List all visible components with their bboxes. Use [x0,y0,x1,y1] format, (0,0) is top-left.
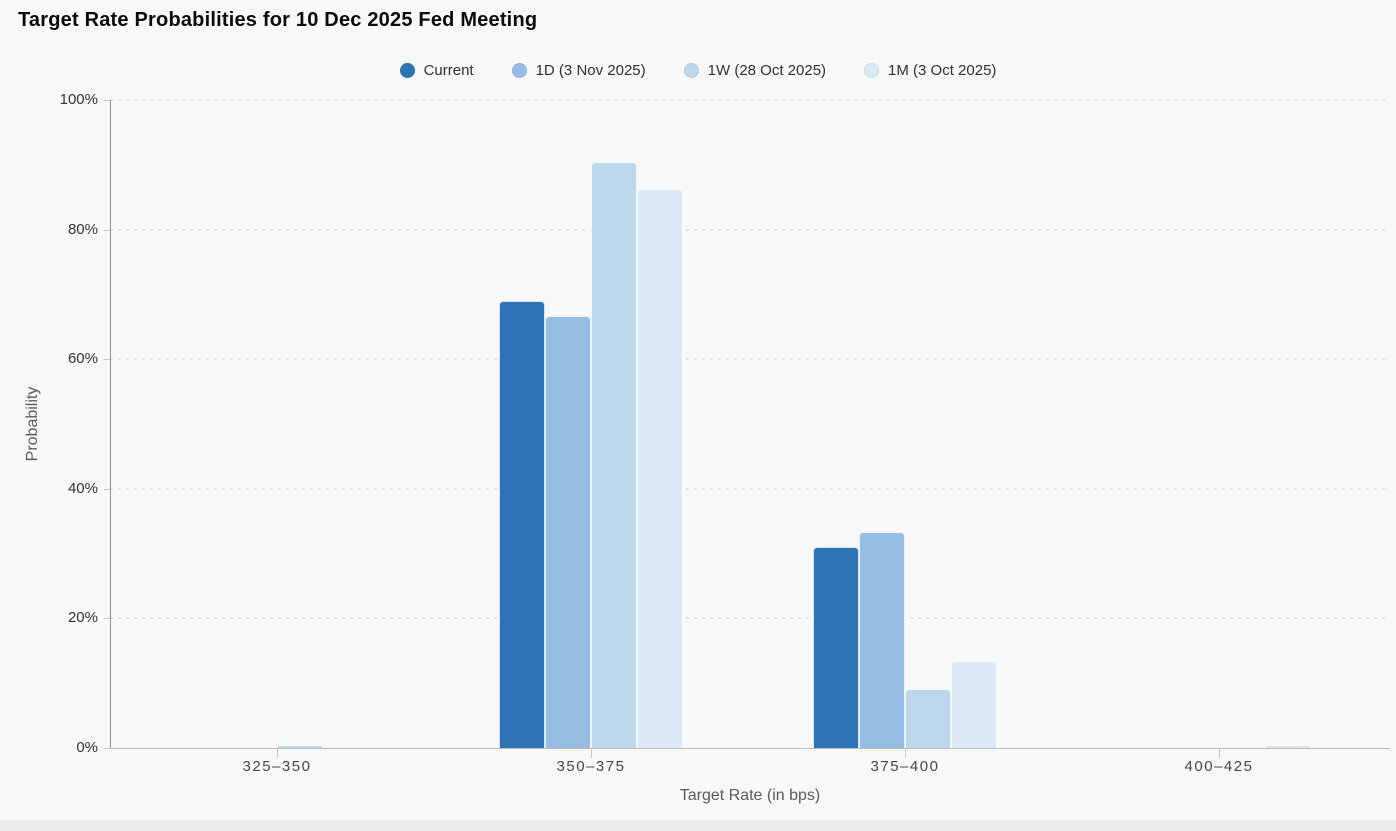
legend-item-1m-3-oct-2025[interactable]: 1M (3 Oct 2025) [864,62,996,79]
legend-item-label: 1W (28 Oct 2025) [707,62,827,79]
category-label-325-350: 325–350 [242,758,312,775]
legend-series-dot-icon [683,63,699,78]
bar-1m-3-oct-2025-375-400 [951,661,997,748]
legend-item-current[interactable]: Current [399,62,474,79]
gridline-80 [110,228,1390,231]
category-label-375-400: 375–400 [870,758,940,775]
x-tick-mark [277,749,278,758]
y-tick-label: 0% [76,739,98,756]
y-tick-label: 60% [67,350,98,368]
y-tick-mark [104,359,110,361]
bar-1w-28-oct-2025-375-400 [905,689,951,748]
legend-item-label: Current [423,62,474,79]
legend-item-label: 1D (3 Nov 2025) [535,62,646,79]
bar-1d-3-nov-2025-375-400 [859,532,905,748]
x-axis-title: Target Rate (in bps) [679,787,821,804]
bar-1w-28-oct-2025-325-350 [277,745,323,748]
bar-1d-3-nov-2025-350-375 [545,316,591,748]
y-tick-mark [104,748,110,749]
y-tick-mark [104,488,110,490]
x-tick-mark [1219,749,1220,758]
x-axis-line [110,748,1390,749]
chart-title: Target Rate Probabilities for 10 Dec 202… [18,9,538,31]
y-tick-label: 20% [67,609,98,627]
bottom-edge [0,820,1396,831]
bar-1m-3-oct-2025-400-425 [1265,745,1311,748]
gridline-40 [110,487,1390,490]
chart-legend: Current 1D (3 Nov 2025) 1W (28 Oct 2025) 1M… [0,62,1396,79]
y-tick-label: 100% [59,91,98,108]
category-label-350-375: 350–375 [556,758,626,775]
category-label-400-425: 400–425 [1184,758,1254,775]
legend-item-label: 1M (3 Oct 2025) [888,62,997,79]
legend-series-dot-icon [399,63,415,78]
legend-item-1w-28-oct-2025[interactable]: 1W (28 Oct 2025) [683,62,827,79]
gridline-100 [110,99,1390,101]
bar-current-375-400 [813,547,859,748]
y-axis-title: Probability [24,386,41,462]
x-tick-mark [591,749,592,758]
bar-1w-28-oct-2025-350-375 [591,162,637,748]
gridline-60 [110,358,1390,361]
y-tick-mark [104,229,110,231]
x-tick-mark [905,749,906,758]
y-tick-mark [104,618,110,620]
legend-series-dot-icon [864,63,880,78]
bar-current-350-375 [499,301,545,748]
gridline-20 [110,617,1390,620]
bar-1m-3-oct-2025-350-375 [637,189,683,748]
y-tick-label: 80% [67,220,98,238]
y-tick-mark [104,100,110,101]
legend-series-dot-icon [511,63,527,78]
legend-item-1d-3-nov-2025[interactable]: 1D (3 Nov 2025) [511,62,646,79]
y-tick-label: 40% [67,479,98,497]
y-axis-line [110,100,111,748]
